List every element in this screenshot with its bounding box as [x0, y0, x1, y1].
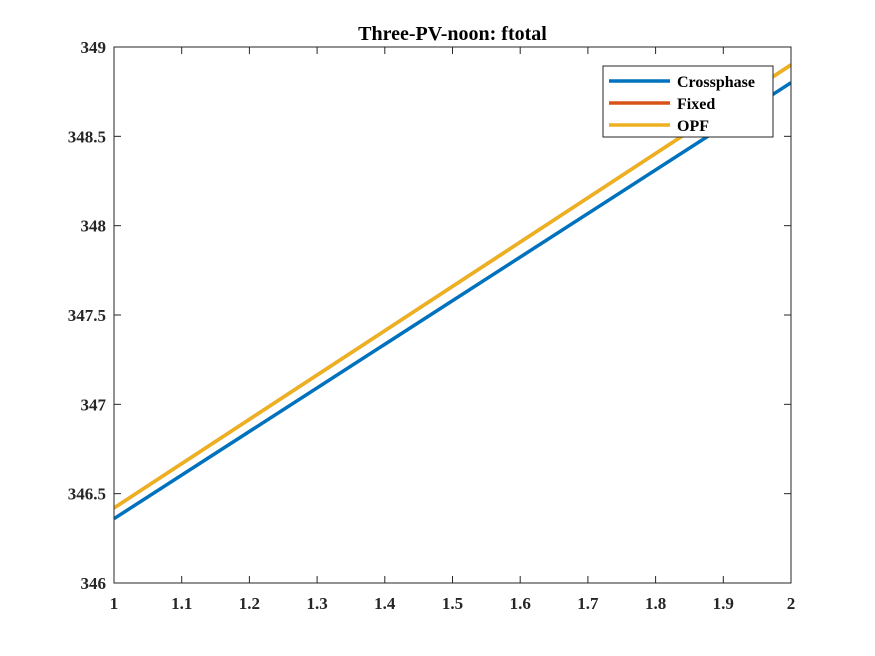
- legend-items: Crossphase Fixed OPF: [609, 74, 755, 135]
- legend-label-crossphase: Crossphase: [677, 74, 755, 91]
- y-tick-label: 348.5: [68, 127, 106, 146]
- x-tick-label: 2: [787, 594, 796, 613]
- y-tick-label: 348: [81, 217, 107, 236]
- x-tick-label: 1.6: [510, 594, 531, 613]
- y-tick-label: 346: [81, 574, 107, 593]
- x-tick-label: 1.9: [713, 594, 734, 613]
- y-tick-label: 347.5: [68, 306, 106, 325]
- x-tick-label: 1.3: [306, 594, 327, 613]
- x-tick-label: 1.8: [645, 594, 666, 613]
- legend: Crossphase Fixed OPF: [602, 65, 774, 138]
- series-line-opf: [114, 63, 791, 510]
- legend-label-opf: OPF: [677, 118, 709, 135]
- y-tick-label: 349: [81, 38, 107, 57]
- series-line-crossphase: [114, 81, 791, 521]
- y-tick-label: 346.5: [68, 485, 106, 504]
- y-tick-label: 347: [81, 395, 107, 414]
- series-layer: [114, 63, 791, 521]
- y-axis: 346 346.5 347 347.5 348 348.5 349: [68, 38, 791, 593]
- x-tick-label: 1.1: [171, 594, 192, 613]
- x-tick-label: 1.4: [374, 594, 396, 613]
- x-tick-label: 1.2: [239, 594, 260, 613]
- x-axis: 1 1.1 1.2 1.3 1.4 1.5 1.6 1.7 1.8 1.9 2: [110, 47, 796, 613]
- x-tick-label: 1.5: [442, 594, 463, 613]
- x-tick-label: 1: [110, 594, 119, 613]
- legend-label-fixed: Fixed: [677, 96, 715, 113]
- chart-title: Three-PV-noon: ftotal: [358, 23, 547, 45]
- x-tick-label: 1.7: [577, 594, 599, 613]
